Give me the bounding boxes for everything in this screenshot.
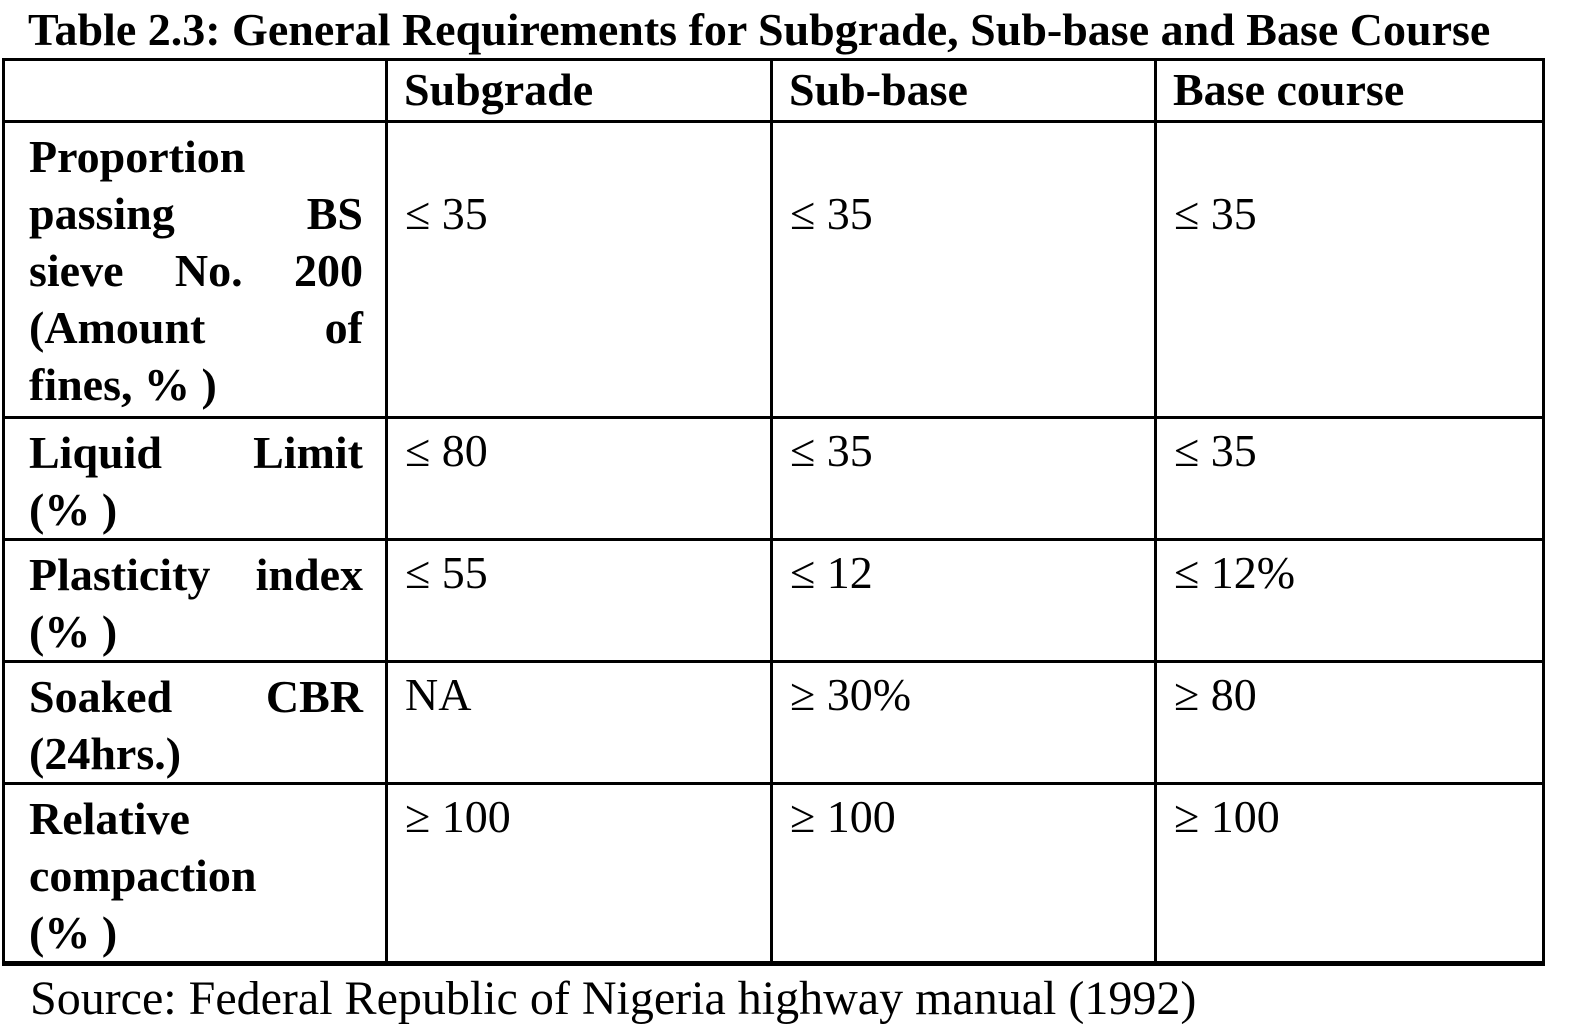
row-label-fines: Proportion passing BS sieve No. 200 (Amount of f… bbox=[2, 120, 388, 419]
table-title: Table 2.3: General Requirements for Subg… bbox=[28, 4, 1491, 55]
value-plasticity-basecourse: ≤ 12% bbox=[1154, 538, 1545, 663]
header-cell-basecourse: Base course bbox=[1154, 58, 1545, 123]
header-cell-subgrade: Subgrade bbox=[385, 58, 773, 123]
table-row-soaked-cbr: Soaked CBR (24hrs.) NA ≥ 30% ≥ 80 bbox=[2, 660, 1545, 785]
value-cbr-subgrade: NA bbox=[385, 660, 773, 785]
value-liquid-limit-subgrade: ≤ 80 bbox=[385, 416, 773, 541]
header-cell-subbase: Sub-base bbox=[770, 58, 1157, 123]
value-compaction-subgrade: ≥ 100 bbox=[385, 782, 773, 966]
row-label-liquid-limit: Liquid Limit (% ) bbox=[2, 416, 388, 541]
row-label-relative-compaction: Relative compaction (% ) bbox=[2, 782, 388, 966]
value-compaction-basecourse: ≥ 100 bbox=[1154, 782, 1545, 966]
header-row: Subgrade Sub-base Base course bbox=[2, 58, 1545, 123]
value-cbr-subbase: ≥ 30% bbox=[770, 660, 1157, 785]
value-compaction-subbase: ≥ 100 bbox=[770, 782, 1157, 966]
requirements-table: Subgrade Sub-base Base course Proportion… bbox=[2, 58, 1545, 966]
value-plasticity-subbase: ≤ 12 bbox=[770, 538, 1157, 663]
table-row-fines: Proportion passing BS sieve No. 200 (Amount of f… bbox=[2, 120, 1545, 419]
table-row-relative-compaction: Relative compaction (% ) ≥ 100 ≥ 100 ≥ 100 bbox=[2, 782, 1545, 966]
value-fines-subbase: ≤ 35 bbox=[770, 120, 1157, 419]
value-fines-subgrade: ≤ 35 bbox=[385, 120, 773, 419]
row-label-soaked-cbr: Soaked CBR (24hrs.) bbox=[2, 660, 388, 785]
table-row-liquid-limit: Liquid Limit (% ) ≤ 80 ≤ 35 ≤ 35 bbox=[2, 416, 1545, 541]
value-liquid-limit-basecourse: ≤ 35 bbox=[1154, 416, 1545, 541]
value-liquid-limit-subbase: ≤ 35 bbox=[770, 416, 1157, 541]
value-cbr-basecourse: ≥ 80 bbox=[1154, 660, 1545, 785]
row-label-plasticity-index: Plasticity index (% ) bbox=[2, 538, 388, 663]
source-citation: Source: Federal Republic of Nigeria high… bbox=[30, 972, 1197, 1025]
value-fines-basecourse: ≤ 35 bbox=[1154, 120, 1545, 419]
value-plasticity-subgrade: ≤ 55 bbox=[385, 538, 773, 663]
table-row-plasticity-index: Plasticity index (% ) ≤ 55 ≤ 12 ≤ 12% bbox=[2, 538, 1545, 663]
header-cell-blank bbox=[2, 58, 388, 123]
